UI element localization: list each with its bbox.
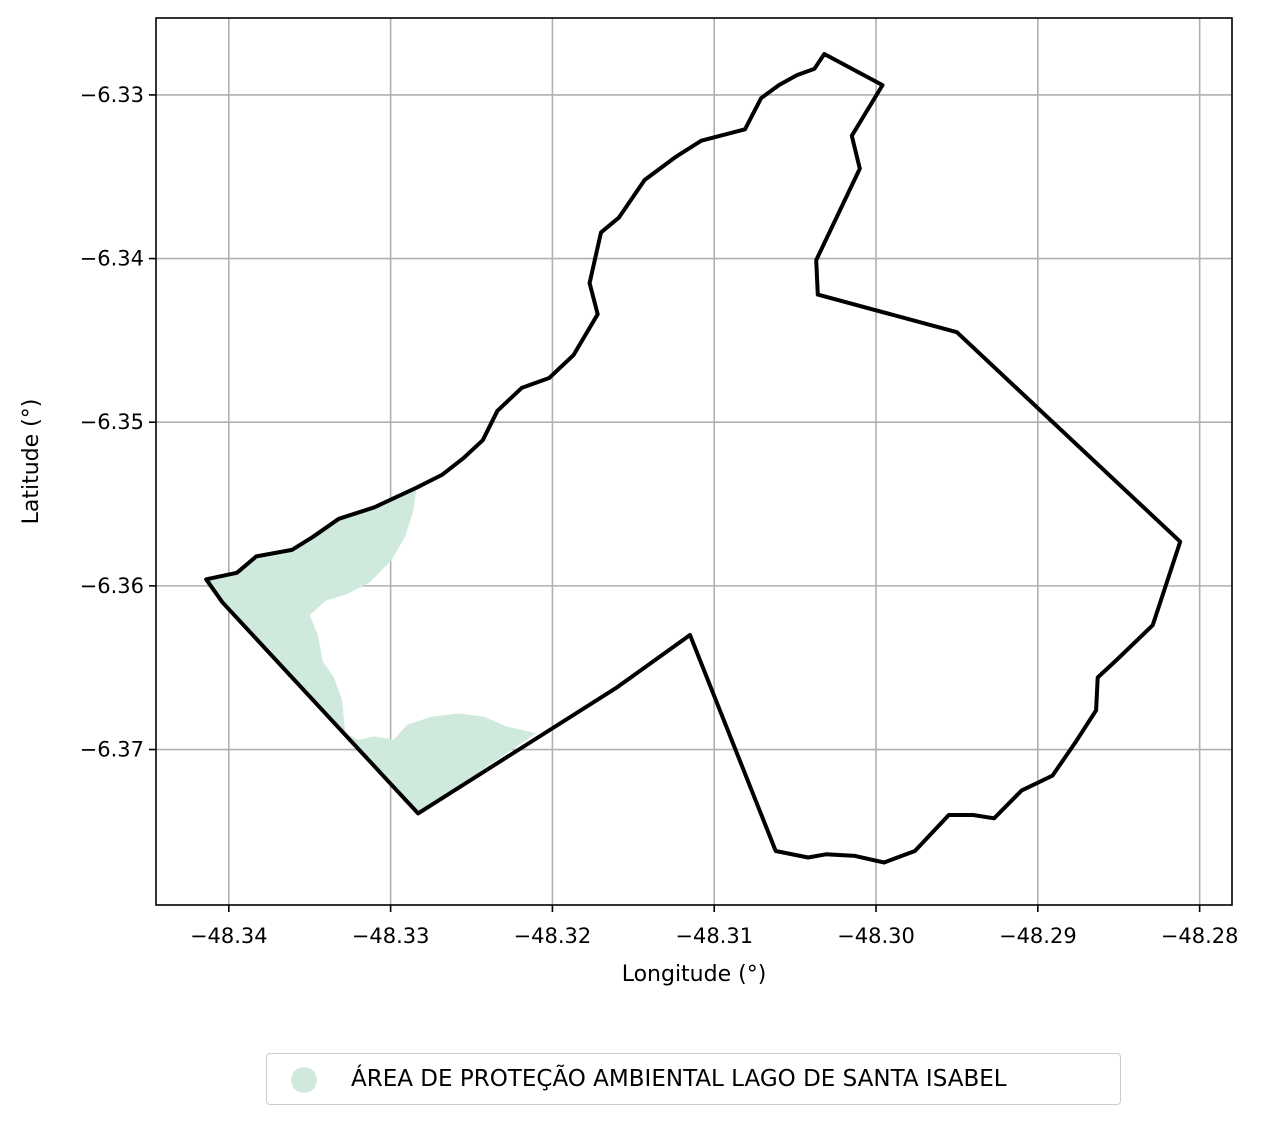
x-axis-label: Longitude (°) bbox=[622, 962, 767, 987]
y-tick-label: −6.34 bbox=[80, 247, 144, 271]
x-tick-label: −48.29 bbox=[999, 924, 1077, 948]
protected-area-polygon bbox=[206, 487, 537, 814]
grid-lines bbox=[156, 18, 1232, 905]
municipality-boundary-polygon bbox=[204, 52, 1183, 865]
x-tick-label: −48.28 bbox=[1161, 924, 1239, 948]
y-tick-label: −6.33 bbox=[80, 83, 144, 107]
axis-ticks: −48.34 −48.33 −48.32 −48.31 −48.30 −48.29 −48.… bbox=[80, 83, 1239, 948]
x-tick-label: −48.34 bbox=[190, 924, 268, 948]
y-tick-label: −6.35 bbox=[80, 410, 144, 434]
x-tick-label: −48.31 bbox=[675, 924, 753, 948]
plot-frame bbox=[155, 17, 1233, 906]
y-tick-label: −6.37 bbox=[80, 738, 144, 762]
x-tick-label: −48.32 bbox=[514, 924, 592, 948]
y-axis-label: Latitude (°) bbox=[19, 399, 44, 525]
legend: ÁREA DE PROTEÇÃO AMBIENTAL LAGO DE SANTA… bbox=[266, 1053, 1121, 1105]
y-tick-label: −6.36 bbox=[80, 574, 144, 598]
legend-marker-icon bbox=[291, 1067, 317, 1093]
x-tick-label: −48.33 bbox=[352, 924, 430, 948]
municipality-boundary-layer bbox=[204, 52, 1183, 865]
x-tick-label: −48.30 bbox=[837, 924, 915, 948]
protected-area-layer bbox=[206, 487, 537, 814]
legend-label: ÁREA DE PROTEÇÃO AMBIENTAL LAGO DE SANTA… bbox=[351, 1066, 1007, 1092]
